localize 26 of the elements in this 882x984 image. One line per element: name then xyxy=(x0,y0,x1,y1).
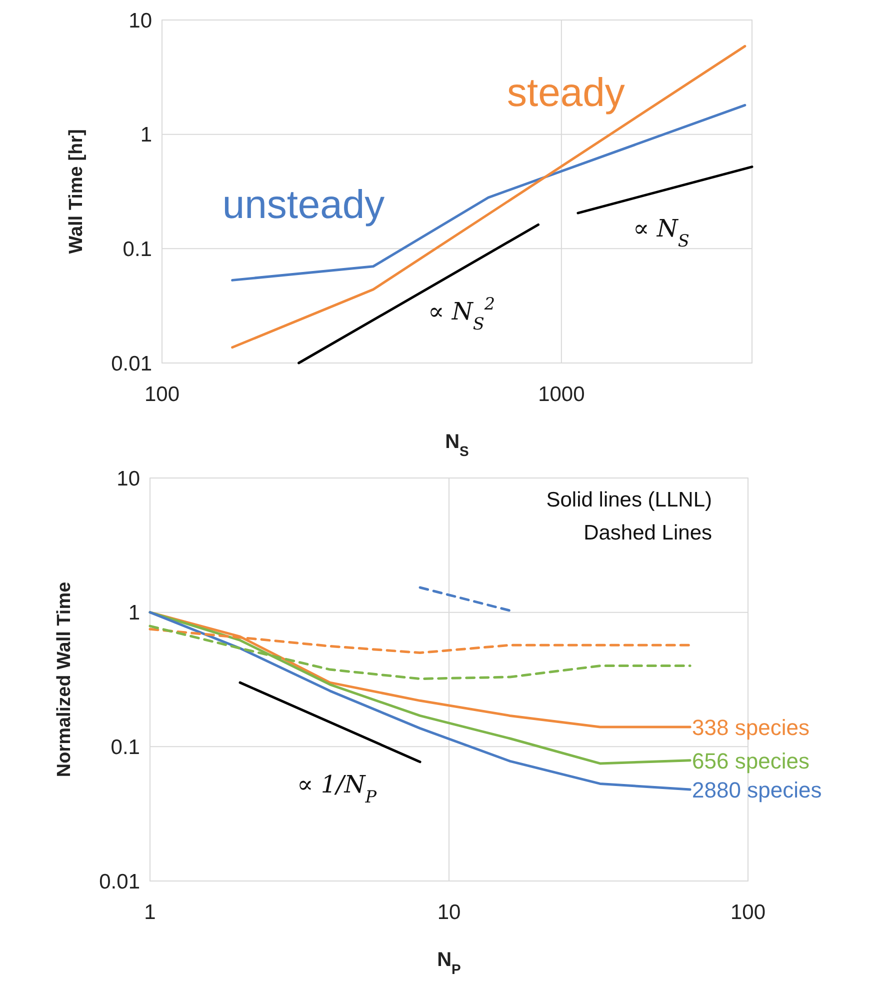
x-tick-label: 100 xyxy=(730,901,766,924)
y-tick-label: 0.1 xyxy=(110,736,140,760)
x-tick-label: 100 xyxy=(144,383,180,406)
y-axis-title: Normalized Wall Time xyxy=(54,582,75,778)
y-tick-label: 0.1 xyxy=(122,238,152,262)
series-label: 2880 species xyxy=(692,777,822,802)
series-label: 338 species xyxy=(692,715,810,740)
y-tick-label: 10 xyxy=(116,467,140,490)
y-tick-label: 1 xyxy=(128,602,140,625)
y-tick-label: 1 xyxy=(140,124,152,147)
series-label: steady xyxy=(507,71,625,116)
y-axis-title: Wall Time [hr] xyxy=(66,129,87,254)
y-tick-label: 0.01 xyxy=(111,352,152,376)
annotation: Solid lines (LLNL) xyxy=(546,488,712,512)
x-tick-label: 1000 xyxy=(538,383,585,406)
series-label: 656 species xyxy=(692,748,810,774)
series-label: unsteady xyxy=(222,183,385,228)
annotation: Dashed Lines xyxy=(584,521,712,544)
y-tick-label: 10 xyxy=(128,9,152,32)
x-tick-label: 10 xyxy=(437,901,461,924)
annotation: ∝ N$_{S}$ xyxy=(633,214,690,250)
x-axis-title: N$_{S}$ xyxy=(445,431,469,459)
line-series xyxy=(148,611,692,728)
y-tick-label: 0.01 xyxy=(99,870,140,894)
annotation: ∝ 1/N$_{P}$ xyxy=(297,770,378,806)
x-axis-title: N$_{P}$ xyxy=(437,949,461,977)
